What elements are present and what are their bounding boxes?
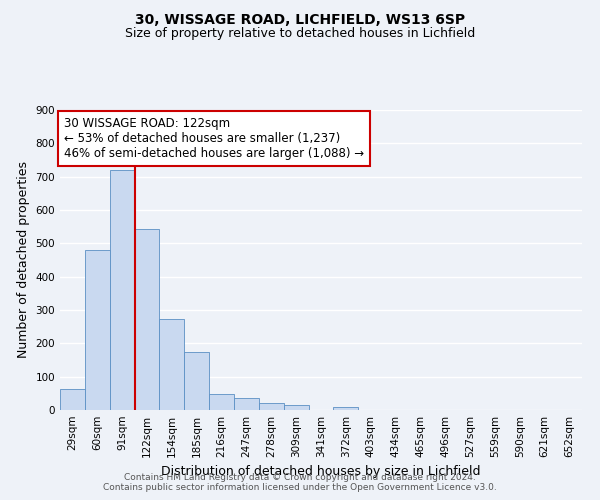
Bar — [110, 170, 134, 410]
Y-axis label: Number of detached properties: Number of detached properties — [17, 162, 30, 358]
Bar — [60, 390, 85, 410]
X-axis label: Distribution of detached houses by size in Lichfield: Distribution of detached houses by size … — [161, 466, 481, 478]
Bar — [334, 408, 358, 410]
Bar — [234, 398, 259, 410]
Bar — [160, 320, 184, 410]
Bar — [184, 352, 209, 410]
Text: Contains HM Land Registry data © Crown copyright and database right 2024.
Contai: Contains HM Land Registry data © Crown c… — [103, 473, 497, 492]
Bar — [259, 404, 284, 410]
Text: 30, WISSAGE ROAD, LICHFIELD, WS13 6SP: 30, WISSAGE ROAD, LICHFIELD, WS13 6SP — [135, 12, 465, 26]
Bar — [284, 405, 308, 410]
Bar — [134, 229, 160, 410]
Text: 30 WISSAGE ROAD: 122sqm
← 53% of detached houses are smaller (1,237)
46% of semi: 30 WISSAGE ROAD: 122sqm ← 53% of detache… — [64, 116, 364, 160]
Bar — [85, 250, 110, 410]
Bar — [209, 394, 234, 410]
Text: Size of property relative to detached houses in Lichfield: Size of property relative to detached ho… — [125, 28, 475, 40]
